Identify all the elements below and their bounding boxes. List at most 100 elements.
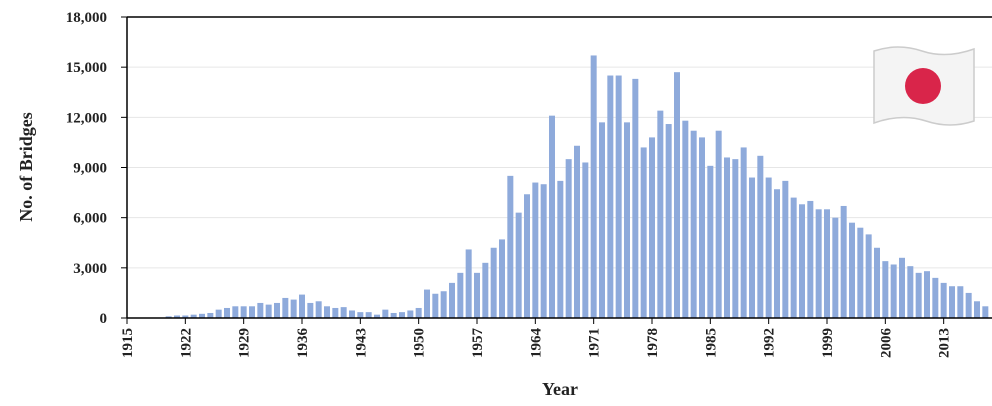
bar <box>782 180 789 318</box>
bar <box>982 306 989 318</box>
bar <box>499 239 505 318</box>
y-tick-label: 6,000 <box>73 211 107 227</box>
bar <box>240 306 247 318</box>
y-tick-label: 18,000 <box>66 10 107 26</box>
bar <box>674 72 680 318</box>
bar <box>182 315 189 318</box>
bar <box>332 307 339 318</box>
bar <box>274 302 280 318</box>
bar <box>840 205 847 318</box>
bar <box>515 212 522 318</box>
bar <box>282 297 289 318</box>
bar <box>807 200 814 318</box>
bar <box>474 272 480 318</box>
bar <box>799 204 805 318</box>
bar <box>615 75 622 319</box>
bar <box>649 137 655 318</box>
bar <box>399 312 405 318</box>
bar <box>632 78 639 318</box>
bar <box>832 217 839 318</box>
bar <box>690 130 697 318</box>
x-tick-label: 2006 <box>878 328 894 359</box>
bar <box>915 272 922 318</box>
bar <box>390 312 397 318</box>
bar <box>349 310 355 318</box>
bar <box>190 314 197 318</box>
x-tick-label: 1936 <box>295 328 311 359</box>
bar <box>899 257 905 318</box>
bar <box>940 282 947 318</box>
bar <box>532 182 539 318</box>
flag-icon <box>873 46 975 126</box>
x-tick-label: 1929 <box>237 328 253 358</box>
bar <box>307 302 314 318</box>
bar <box>865 234 872 318</box>
bar <box>540 184 547 318</box>
bar <box>340 307 347 318</box>
bar <box>599 122 605 318</box>
bar <box>249 306 255 318</box>
y-axis-title: No. of Bridges <box>16 112 36 222</box>
bar <box>907 266 914 318</box>
bar <box>465 249 472 318</box>
bar <box>407 310 414 318</box>
bar <box>890 264 897 318</box>
bar <box>965 292 972 318</box>
bar <box>565 159 572 318</box>
x-axis-title: Year <box>542 379 578 399</box>
bar <box>432 293 439 318</box>
bar <box>357 312 364 318</box>
bar <box>315 301 322 318</box>
bar <box>932 277 939 318</box>
bar <box>790 197 797 318</box>
bar <box>582 162 589 318</box>
bar <box>765 177 772 318</box>
bar <box>440 291 447 318</box>
bar <box>224 307 230 318</box>
bar <box>857 227 864 318</box>
y-tick-label: 12,000 <box>66 110 107 126</box>
bar <box>815 209 822 318</box>
bar <box>199 313 205 318</box>
plot-area: 0 3,000 6,000 9,000 12,000 15,000 18,000 1915 19… <box>66 10 992 358</box>
y-tick-label: 9,000 <box>73 161 107 177</box>
bar <box>215 309 222 318</box>
bar <box>457 272 464 318</box>
bar <box>299 294 305 318</box>
x-tick-label: 2013 <box>937 328 953 358</box>
bar <box>382 309 389 318</box>
bar <box>849 222 855 318</box>
x-tick-label: 1999 <box>820 328 836 358</box>
y-tick-label: 0 <box>100 311 108 327</box>
x-tick-label: 1985 <box>703 328 719 358</box>
x-tick-label: 1922 <box>178 328 194 358</box>
bar <box>415 307 422 318</box>
y-tick-label: 15,000 <box>66 60 107 76</box>
bar <box>774 189 780 318</box>
x-tick-label: 1971 <box>587 328 603 358</box>
bar <box>757 155 764 318</box>
bar <box>699 137 705 318</box>
x-tick-label: 1978 <box>645 328 661 358</box>
bar <box>724 157 730 318</box>
y-tick-label: 3,000 <box>73 261 107 277</box>
bar <box>449 282 455 318</box>
bar <box>374 314 380 318</box>
bar <box>624 122 630 318</box>
bar <box>924 271 930 318</box>
x-tick-label: 1964 <box>528 328 544 359</box>
x-tick-label: 1943 <box>353 328 369 358</box>
x-tick-label: 1915 <box>120 328 136 358</box>
bar <box>232 306 239 318</box>
bar <box>715 130 722 318</box>
bar <box>707 165 714 318</box>
flag-disc <box>905 68 941 104</box>
bar <box>682 120 689 318</box>
bar <box>207 312 214 318</box>
bar <box>665 124 672 319</box>
bar <box>424 289 430 318</box>
bar <box>174 315 180 318</box>
bar <box>365 312 372 318</box>
